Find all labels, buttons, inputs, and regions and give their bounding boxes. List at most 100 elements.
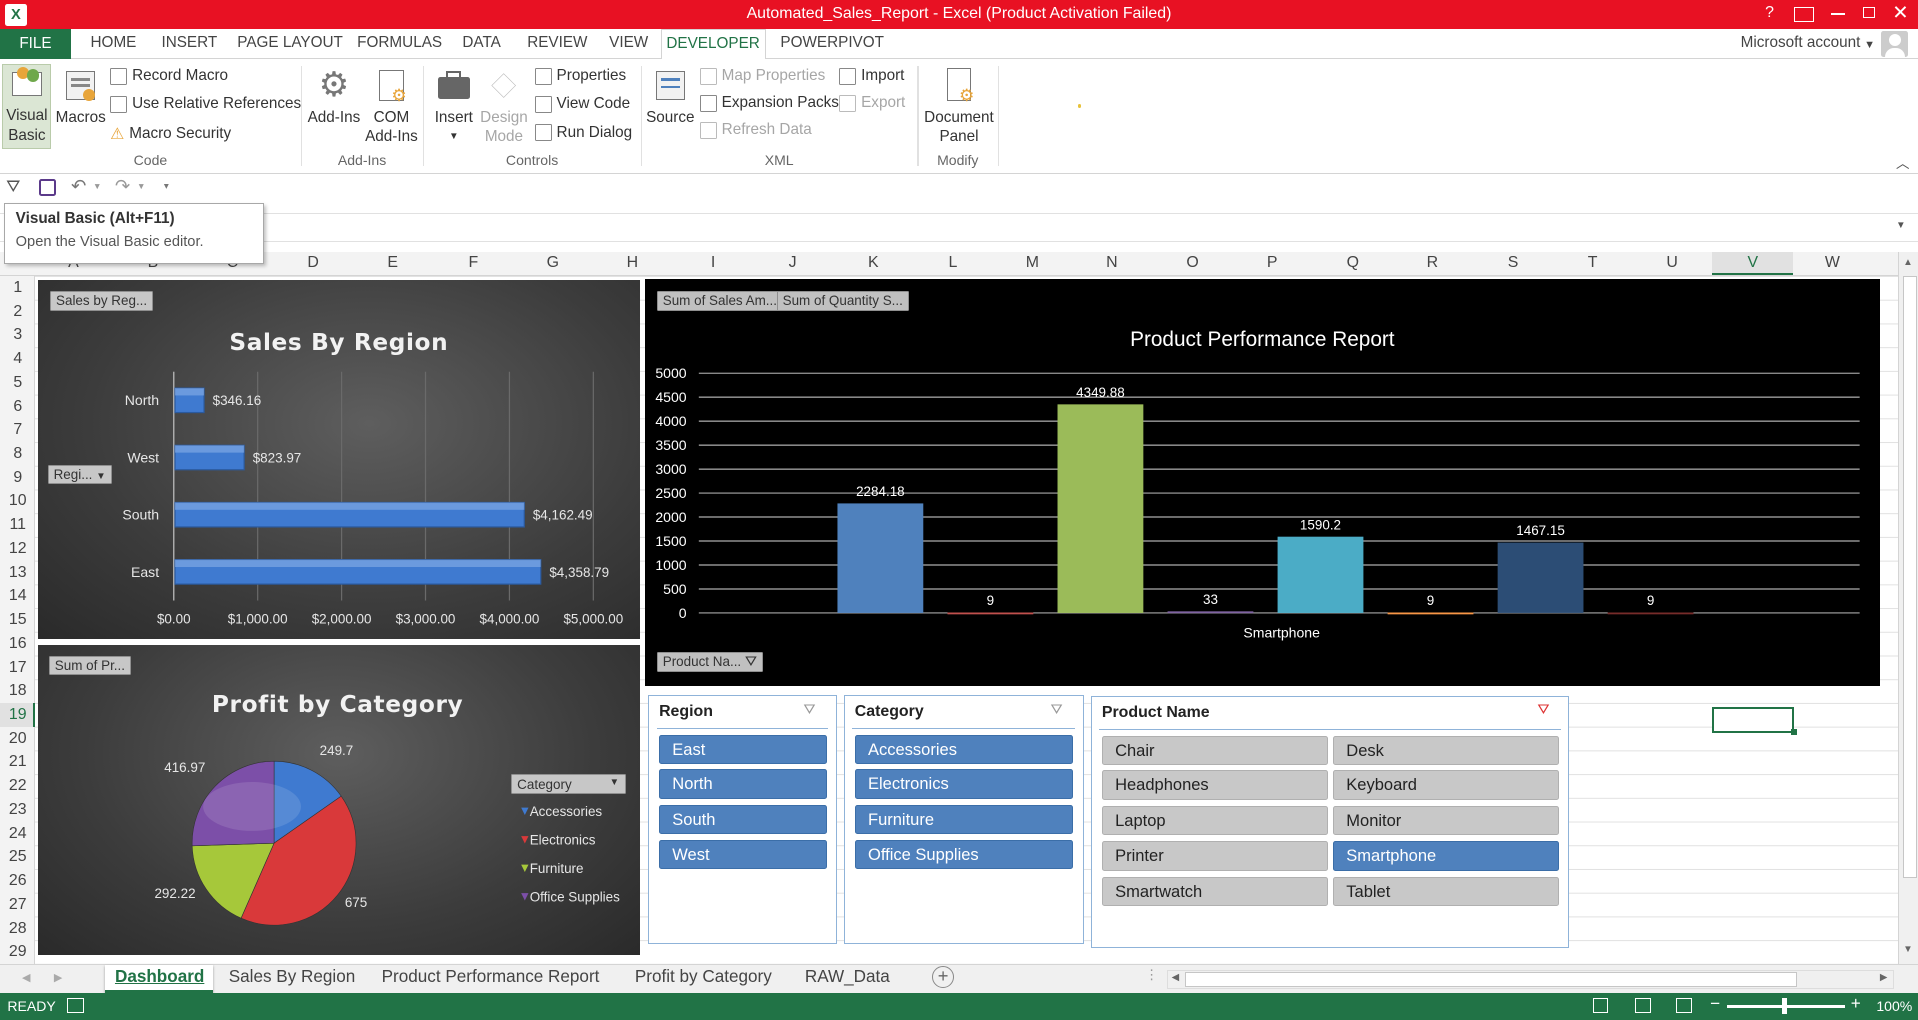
normal-view-icon[interactable] — [1592, 998, 1609, 1013]
row-header[interactable]: 19 — [8, 706, 27, 724]
slicer-item[interactable]: Office Supplies — [854, 840, 1073, 870]
slicer-item-selected[interactable]: Smartphone — [1333, 841, 1560, 871]
zoom-out-icon[interactable]: − — [1710, 994, 1721, 1014]
tab-powerpivot[interactable]: POWERPIVOT — [780, 34, 884, 52]
refresh-data-button[interactable]: Refresh Data — [699, 121, 812, 139]
scroll-left-icon[interactable]: ◀ — [1171, 971, 1180, 983]
com-add-ins-button[interactable]: ⚙ COM Add-Ins — [365, 66, 419, 147]
slicer-item[interactable]: Keyboard — [1333, 770, 1560, 800]
export-button[interactable]: Export — [839, 94, 905, 112]
row-header[interactable]: 5 — [13, 373, 23, 391]
macro-security-button[interactable]: ⚠ Macro Security — [110, 124, 232, 143]
view-code-button[interactable]: View Code — [534, 95, 630, 113]
tab-view[interactable]: VIEW — [609, 34, 649, 52]
row-header[interactable]: 17 — [8, 658, 27, 676]
row-header[interactable]: 29 — [8, 943, 27, 961]
row-header[interactable]: 20 — [8, 729, 27, 747]
column-header[interactable]: M — [1025, 254, 1039, 272]
slicer-item[interactable]: North — [659, 769, 827, 799]
zoom-in-icon[interactable]: + — [1850, 994, 1861, 1014]
field-button-region[interactable]: Regi... ▼ — [47, 464, 112, 485]
chart-profit-by-category[interactable]: Sum of Pr... Profit by Category Category… — [37, 644, 640, 956]
row-header[interactable]: 16 — [8, 634, 27, 652]
formula-bar[interactable]: ▼ — [0, 212, 1918, 243]
add-ins-button[interactable]: ⚙ Add-Ins — [307, 66, 361, 126]
column-header[interactable]: L — [948, 254, 958, 272]
sheet-tab-sales-by-region[interactable]: Sales By Region — [228, 967, 356, 987]
row-header[interactable]: 18 — [8, 682, 27, 700]
tab-page-layout[interactable]: PAGE LAYOUT — [237, 34, 343, 52]
active-cell[interactable] — [1712, 707, 1795, 733]
chart-product-performance[interactable]: Sum of Sales Am... Sum of Quantity S... … — [644, 278, 1881, 687]
prev-sheet-icon[interactable]: ◀ — [22, 971, 31, 984]
expansion-packs-button[interactable]: Expansion Packs — [699, 94, 839, 112]
add-sheet-icon[interactable]: + — [932, 966, 955, 989]
slicer-item[interactable]: Desk — [1333, 736, 1560, 766]
column-header[interactable]: F — [468, 254, 479, 272]
zoom-thumb[interactable] — [1782, 998, 1788, 1015]
zoom-level[interactable]: 100% — [1876, 998, 1913, 1015]
clear-filter-icon[interactable]: ⛛ — [803, 701, 816, 718]
row-header[interactable]: 23 — [8, 800, 27, 818]
row-header[interactable]: 8 — [13, 444, 23, 462]
field-button-profit[interactable]: Sum of Pr... — [48, 655, 131, 676]
column-header[interactable]: U — [1666, 254, 1678, 272]
map-properties-button[interactable]: Map Properties — [699, 67, 825, 85]
row-header[interactable]: 14 — [8, 587, 27, 605]
clear-filter-icon[interactable]: ⛛ — [1537, 701, 1550, 718]
slicer-item[interactable]: Tablet — [1333, 876, 1560, 907]
field-button-sales-amount[interactable]: Sum of Sales Am... — [656, 291, 783, 311]
column-header[interactable]: E — [387, 254, 398, 272]
chevron-down-icon[interactable]: ▼ — [92, 181, 102, 192]
chart-sales-by-region[interactable]: Sales by Reg... Regi... ▼ Sales By Regio… — [37, 280, 640, 639]
avatar[interactable] — [1881, 30, 1909, 58]
field-button-category[interactable]: Category ▼ — [511, 774, 627, 794]
properties-button[interactable]: Properties — [534, 67, 626, 85]
column-header[interactable]: H — [626, 254, 639, 272]
column-header[interactable]: S — [1507, 254, 1519, 272]
scroll-thumb[interactable] — [1903, 276, 1917, 879]
sheet-tab-dashboard[interactable]: Dashboard — [105, 964, 213, 993]
row-header[interactable]: 1 — [13, 278, 23, 296]
record-macro-button[interactable]: Record Macro — [110, 67, 228, 85]
tab-file[interactable]: FILE — [0, 29, 71, 59]
sheet-tab-product-performance[interactable]: Product Performance Report — [381, 967, 600, 987]
source-button[interactable]: Source — [646, 66, 695, 127]
tab-insert[interactable]: INSERT — [161, 34, 218, 52]
vertical-scrollbar[interactable]: ▲ ▼ — [1898, 251, 1918, 964]
restore-icon[interactable] — [1862, 7, 1876, 19]
page-layout-view-icon[interactable] — [1635, 998, 1652, 1013]
tab-splitter-icon[interactable]: ⋮ — [1144, 967, 1159, 983]
run-dialog-button[interactable]: Run Dialog — [534, 124, 632, 142]
tab-developer[interactable]: DEVELOPER — [660, 29, 766, 60]
row-header[interactable]: 12 — [8, 539, 27, 557]
slicer-item[interactable]: Accessories — [854, 734, 1073, 765]
column-header[interactable]: W — [1824, 254, 1840, 272]
redo-icon[interactable]: ↷ — [114, 174, 131, 196]
slicer-item[interactable]: West — [659, 840, 827, 870]
column-header[interactable]: I — [710, 254, 716, 272]
slicer-item[interactable]: Electronics — [854, 769, 1073, 799]
row-header[interactable]: 3 — [13, 326, 23, 344]
visual-basic-button[interactable]: Visual Basic — [2, 63, 52, 150]
slicer-item[interactable]: Monitor — [1333, 805, 1560, 836]
chevron-down-icon[interactable]: ▼ — [136, 181, 146, 192]
row-header[interactable]: 27 — [8, 895, 27, 913]
clear-filter-icon[interactable]: ⛛ — [1050, 701, 1063, 718]
column-header[interactable]: D — [307, 254, 319, 272]
scroll-up-icon[interactable]: ▲ — [1903, 256, 1913, 268]
slicer-item[interactable]: Furniture — [854, 804, 1073, 834]
row-header[interactable]: 24 — [8, 824, 27, 842]
field-button-product-name[interactable]: Product Na... ⛛ — [656, 651, 764, 673]
column-header[interactable]: O — [1186, 254, 1199, 272]
sheet-tab-raw-data[interactable]: RAW_Data — [804, 967, 890, 987]
macro-record-icon[interactable] — [67, 998, 85, 1013]
row-header[interactable]: 4 — [13, 350, 23, 368]
field-button-sales[interactable]: Sales by Reg... — [50, 291, 154, 311]
tab-formulas[interactable]: FORMULAS — [357, 34, 443, 52]
document-panel-button[interactable]: ⚙ Document Panel — [920, 66, 998, 147]
field-button-quantity[interactable]: Sum of Quantity S... — [776, 291, 909, 311]
row-header[interactable]: 15 — [8, 611, 27, 629]
slicer-item[interactable]: East — [659, 734, 827, 765]
row-header[interactable]: 21 — [8, 753, 27, 771]
